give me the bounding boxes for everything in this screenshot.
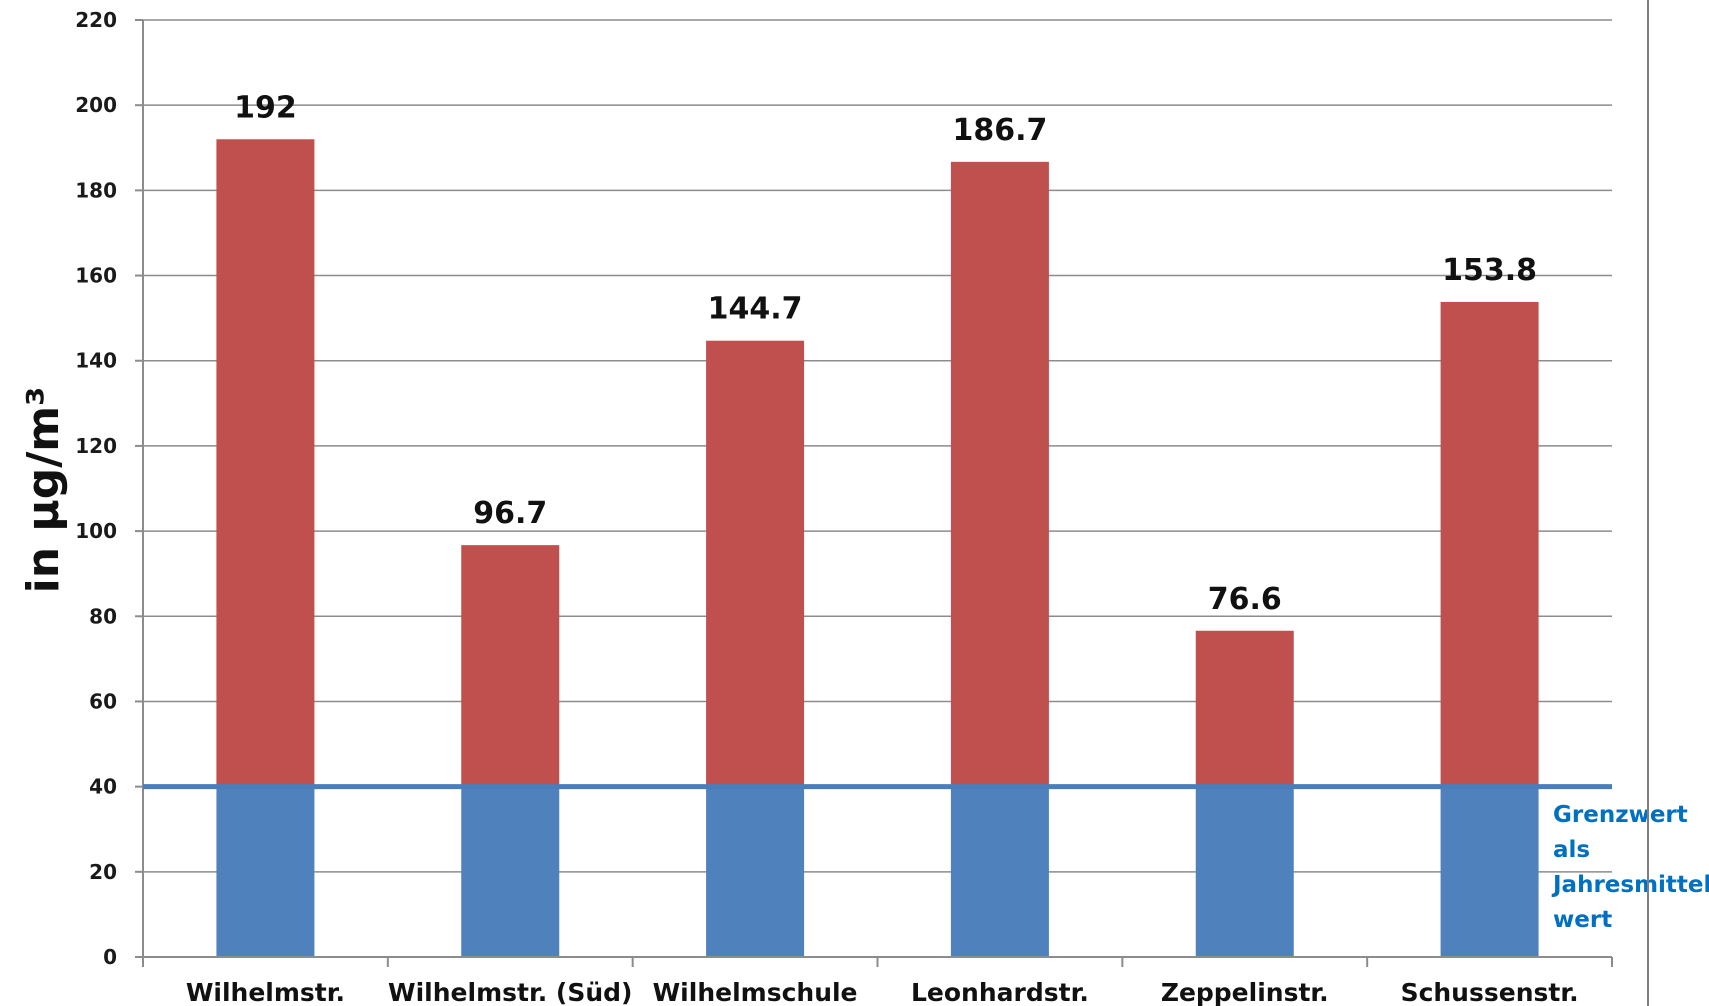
bar-above-threshold-4 <box>1195 630 1294 787</box>
threshold-annotation-line-1: als <box>1553 837 1590 863</box>
data-label-2: 144.7 <box>708 292 803 327</box>
x-category-label-5: Schussenstr. <box>1401 978 1579 1006</box>
y-tick-labels: 0 20 40 60 80 100 120 140 160 180 200 220 <box>75 8 117 969</box>
y-tick-label-100: 100 <box>75 519 117 543</box>
x-category-label-3: Leonhardstr. <box>911 978 1089 1006</box>
y-tick-label-40: 40 <box>89 775 117 799</box>
bar-above-threshold-1 <box>461 545 560 787</box>
y-tick-label-20: 20 <box>89 860 117 884</box>
bar-below-threshold-5 <box>1440 786 1539 957</box>
bar-below-threshold-0 <box>216 786 315 957</box>
data-label-5: 153.8 <box>1442 253 1537 288</box>
y-axis-label: in µg/m³ <box>18 387 69 594</box>
bar-below-threshold-4 <box>1195 786 1294 957</box>
data-label-4: 76.6 <box>1208 582 1282 617</box>
y-tick-label-200: 200 <box>75 93 117 117</box>
x-category-label-1: Wilhelmstr. (Süd) <box>388 978 632 1006</box>
y-tick-label-180: 180 <box>75 178 117 202</box>
data-label-0: 192 <box>234 90 297 125</box>
y-tick-label-0: 0 <box>103 945 117 969</box>
data-label-3: 186.7 <box>952 113 1047 148</box>
y-tick-label-80: 80 <box>89 604 117 628</box>
data-labels: 192 96.7 144.7 186.7 76.6 153.8 <box>234 90 1537 616</box>
gridlines <box>143 19 1612 873</box>
x-category-label-2: Wilhelmschule <box>653 978 858 1006</box>
bars <box>216 139 1539 957</box>
bar-above-threshold-3 <box>950 161 1049 787</box>
bar-below-threshold-1 <box>461 786 560 957</box>
bar-above-threshold-2 <box>706 340 805 787</box>
data-label-1: 96.7 <box>473 496 547 531</box>
y-tick-label-220: 220 <box>75 8 117 32</box>
bar-above-threshold-0 <box>216 139 315 787</box>
x-category-label-4: Zeppelinstr. <box>1161 978 1329 1006</box>
y-tick-label-120: 120 <box>75 434 117 458</box>
x-category-label-0: Wilhelmstr. <box>186 978 345 1006</box>
bar-below-threshold-3 <box>950 786 1049 957</box>
threshold-annotation-line-3: wert <box>1553 907 1612 933</box>
axes <box>135 19 1613 967</box>
y-tick-label-160: 160 <box>75 264 117 288</box>
threshold-annotation-line-2: Jahresmittel <box>1551 872 1709 898</box>
threshold-annotation-line-0: Grenzwert <box>1553 802 1688 828</box>
x-tick-labels: Wilhelmstr. Wilhelmstr. (Süd) Wilhelmschul… <box>186 978 1579 1006</box>
bar-above-threshold-5 <box>1440 301 1539 787</box>
bar-below-threshold-2 <box>706 786 805 957</box>
y-tick-label-60: 60 <box>89 689 117 713</box>
y-tick-label-140: 140 <box>75 349 117 373</box>
threshold-annotation: Grenzwert als Jahresmittel wert <box>1551 802 1709 933</box>
